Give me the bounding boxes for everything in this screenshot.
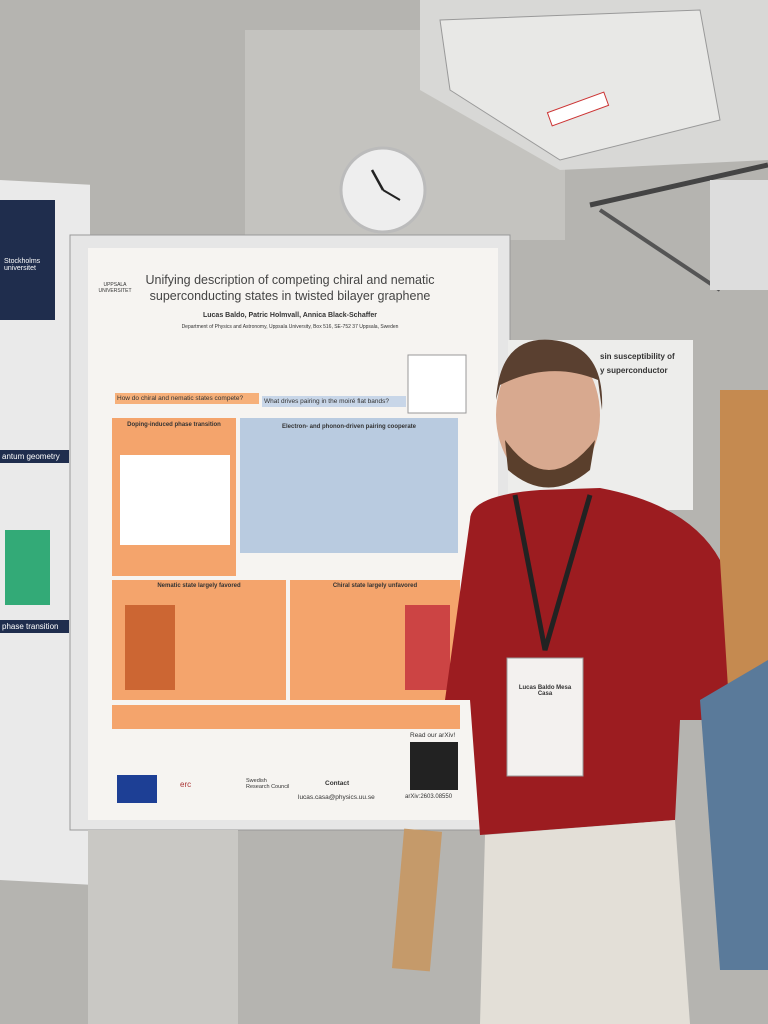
side-plot [5,530,50,605]
clock-hand [370,169,385,191]
right-poster-subtitle: y superconductor [600,366,668,375]
section-heading: Electron- and phonon-driven pairing coop… [281,424,416,430]
funder: erc [180,780,192,789]
tube [391,828,443,972]
side-heading: phase transition [0,620,69,633]
poster-title: Unifying description of competing chiral… [145,273,435,303]
sign [546,91,610,127]
figure [125,605,175,690]
email: lucas.casa@physics.uu.se [298,794,375,801]
eu-flag [117,775,157,803]
funder: Swedish Research Council [246,778,290,790]
badge-name: Lucas Baldo Mesa Casa [518,685,572,697]
section-box [112,705,460,729]
figure [407,354,467,414]
arxiv-id: arXiv:2603.08550 [405,794,453,800]
contact-heading: Contact [325,780,350,787]
pipe [589,162,768,208]
beard [505,440,595,488]
qr-code [410,742,458,790]
section-heading: Doping-induced phase transition [127,422,221,428]
figure [120,455,230,545]
question: How do chiral and nematic states compete… [115,393,259,404]
hair [496,339,603,410]
bystander [700,660,768,970]
figure [405,605,450,690]
door [720,390,768,690]
side-title: Stockholms universitet [4,258,41,272]
pipe [598,208,722,292]
section-heading: Nematic state largely favored [157,583,241,589]
institution: UPPSALA UNIVERSITET [98,282,132,294]
foil-duct [439,9,721,161]
cabinet [88,830,238,1024]
affiliation: Department of Physics and Astronomy, Upp… [181,324,399,330]
clock-hand [382,189,401,201]
side-heading: antum geometry [0,450,69,463]
section-box [240,418,458,553]
authors: Lucas Baldo, Patric Holmvall, Annica Bla… [202,312,378,319]
section-heading: Chiral state largely unfavored [332,583,418,589]
trousers [480,820,690,1024]
question: What drives pairing in the moiré flat ba… [262,396,406,407]
right-poster-title: sin susceptibility of [600,352,675,361]
side-banner [0,200,55,320]
lanyard [512,494,593,651]
face [496,345,600,485]
device [710,180,768,290]
badge [506,657,584,777]
arxiv-call: Read our arXiv! [410,732,456,739]
